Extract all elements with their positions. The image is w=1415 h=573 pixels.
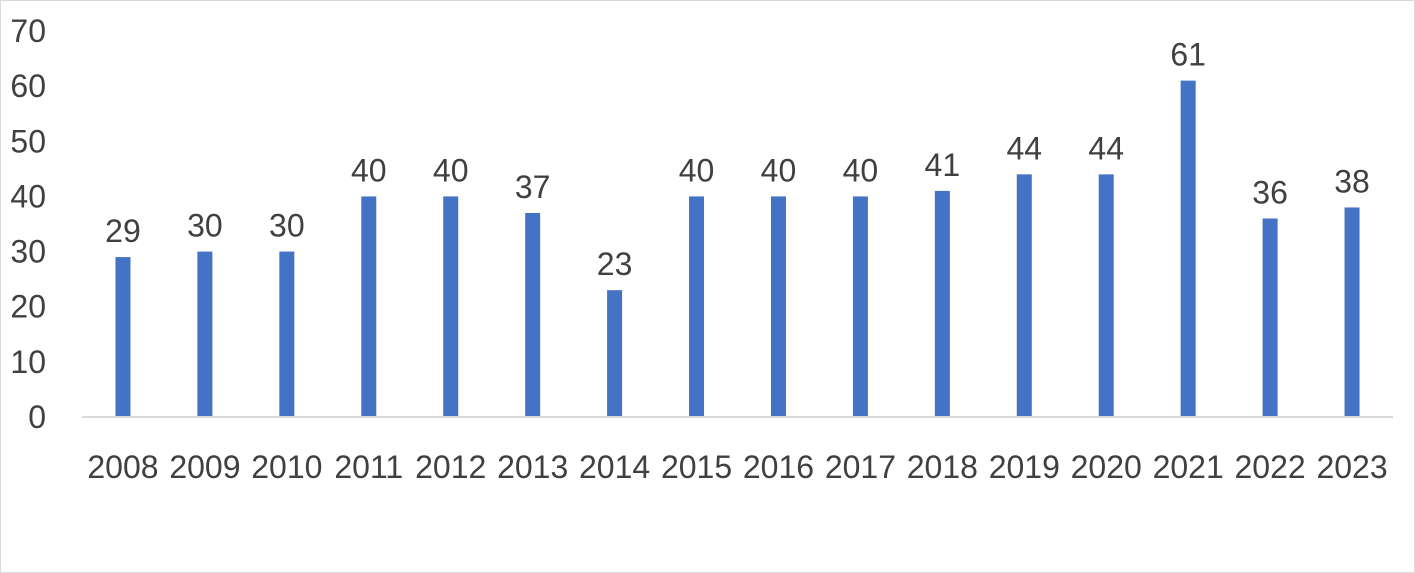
data-label-2011: 40 <box>351 152 387 188</box>
x-tick-label: 2011 <box>334 449 403 485</box>
data-label-2022: 36 <box>1252 174 1288 210</box>
x-axis: 2008 2009 2010 2011 2012 2013 2014 2015 2016 2017… <box>87 449 1387 485</box>
x-tick-label: 2009 <box>169 449 240 485</box>
x-tick-label: 2012 <box>415 449 486 485</box>
bar-2019 <box>1016 174 1032 417</box>
bar-2012 <box>443 196 459 417</box>
bar-2010 <box>279 251 295 417</box>
data-label-2023: 38 <box>1334 163 1370 199</box>
bar-2014 <box>607 290 623 417</box>
data-labels: 29 30 30 40 40 37 23 40 40 40 41 44 44 61 36 38 <box>105 37 1370 283</box>
bar-2009 <box>197 251 213 417</box>
y-tick-label: 40 <box>10 178 46 214</box>
data-label-2008: 29 <box>105 213 141 249</box>
y-tick-label: 70 <box>10 13 46 49</box>
x-tick-label: 2017 <box>825 449 896 485</box>
data-label-2014: 23 <box>597 246 633 282</box>
x-tick-label: 2023 <box>1316 449 1387 485</box>
data-label-2016: 40 <box>761 152 797 188</box>
x-tick-label: 2014 <box>579 449 650 485</box>
data-label-2018: 41 <box>925 147 961 183</box>
x-tick-label: 2008 <box>87 449 158 485</box>
y-tick-label: 10 <box>10 344 46 380</box>
bar-2018 <box>934 190 950 417</box>
x-tick-label: 2019 <box>989 449 1060 485</box>
bar-2011 <box>361 196 377 417</box>
bar-2023 <box>1344 207 1360 417</box>
x-tick-label: 2010 <box>251 449 322 485</box>
bar-2008 <box>115 257 131 417</box>
data-label-2021: 61 <box>1170 37 1206 73</box>
x-tick-label: 2015 <box>661 449 732 485</box>
y-tick-label: 50 <box>10 123 46 159</box>
bar-2021 <box>1180 80 1196 417</box>
data-label-2015: 40 <box>679 152 715 188</box>
bar-2013 <box>525 212 541 417</box>
x-tick-label: 2016 <box>743 449 814 485</box>
x-tick-label: 2020 <box>1071 449 1142 485</box>
data-label-2020: 44 <box>1088 130 1124 166</box>
x-tick-label: 2018 <box>907 449 978 485</box>
y-tick-label: 30 <box>10 234 46 270</box>
y-tick-label: 60 <box>10 68 46 104</box>
data-label-2012: 40 <box>433 152 469 188</box>
data-label-2019: 44 <box>1006 130 1042 166</box>
x-tick-label: 2022 <box>1235 449 1306 485</box>
bars <box>115 80 1360 417</box>
y-axis: 0 10 20 30 40 50 60 70 <box>10 13 46 435</box>
x-tick-label: 2021 <box>1153 449 1224 485</box>
x-tick-label: 2013 <box>497 449 568 485</box>
bar-2020 <box>1098 174 1114 417</box>
bar-2022 <box>1262 218 1278 417</box>
y-tick-label: 0 <box>28 399 46 435</box>
bar-2016 <box>770 196 786 417</box>
y-tick-label: 20 <box>10 289 46 325</box>
data-label-2017: 40 <box>843 152 879 188</box>
bar-2017 <box>852 196 868 417</box>
bar-2015 <box>689 196 705 417</box>
data-label-2010: 30 <box>269 208 305 244</box>
data-label-2009: 30 <box>187 208 223 244</box>
data-label-2013: 37 <box>515 169 551 205</box>
